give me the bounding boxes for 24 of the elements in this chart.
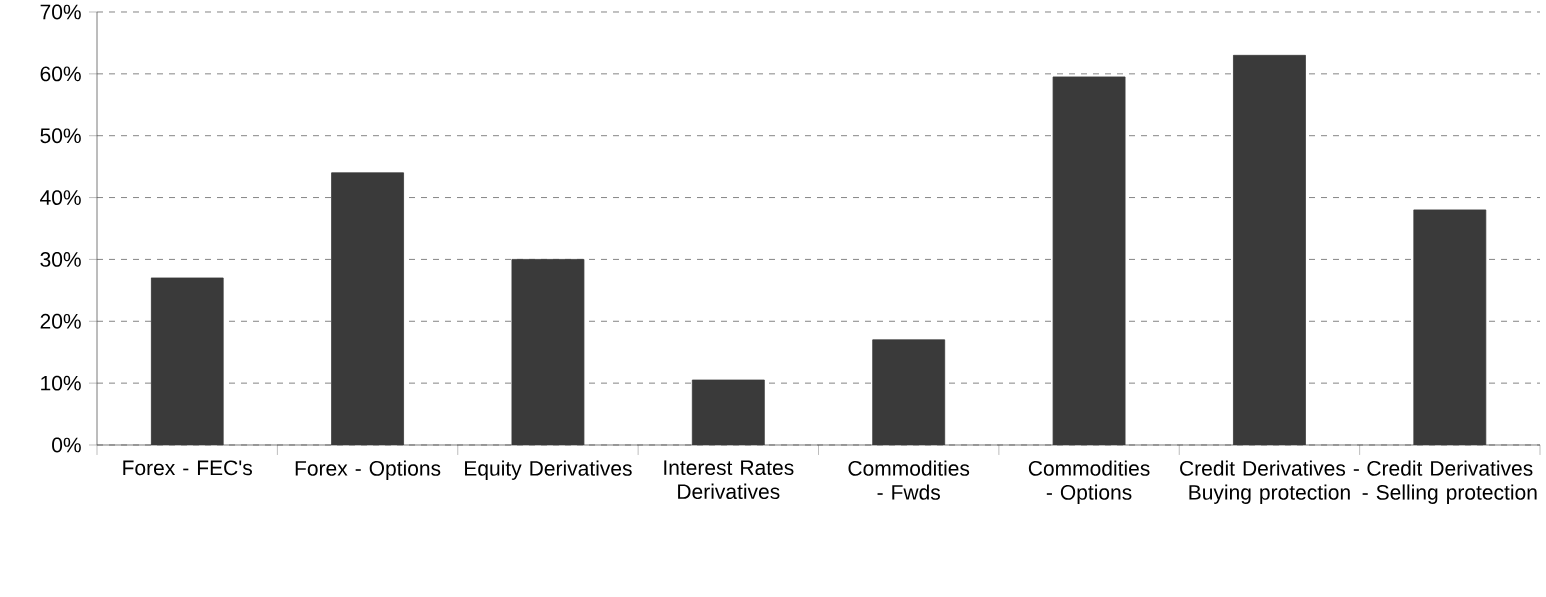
y-tick-label: 40% [40, 190, 81, 206]
x-tick-label: Commodities - Options [1028, 460, 1150, 504]
bar [331, 172, 404, 445]
bar [150, 277, 224, 445]
y-tick-label: 60% [40, 66, 81, 82]
y-tick-label: 70% [40, 4, 81, 20]
x-tick-label: Interest Rates Derivatives [664, 460, 794, 500]
bar [1413, 209, 1487, 445]
x-tick-label: Credit Derivatives - Buying protection [1180, 460, 1359, 504]
x-tick-label: Forex - FEC's [123, 460, 252, 476]
bar [691, 379, 765, 445]
y-tick-label: 20% [40, 313, 81, 329]
y-tick-label: 10% [41, 375, 81, 391]
y-tick-label: 30% [40, 252, 81, 267]
x-tick-label: Commodities - Fwds [848, 460, 970, 500]
x-tick-label: Credit Derivatives - Selling protection [1362, 460, 1537, 504]
x-tick-label: Forex - Options [295, 460, 441, 480]
y-tick-label: 50% [40, 128, 81, 144]
bar [1052, 76, 1126, 445]
bar [1233, 54, 1306, 445]
bar [511, 259, 585, 445]
bar [872, 339, 946, 445]
y-tick-label: 0% [52, 437, 81, 453]
x-tick-label: Equity Derivatives [465, 460, 632, 480]
